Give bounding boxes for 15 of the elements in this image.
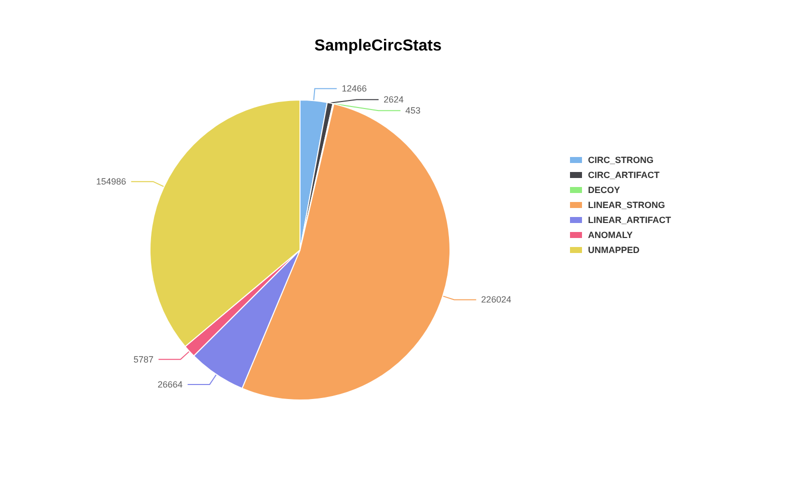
data-label: 12466 [342, 84, 367, 94]
legend-label: UNMAPPED [588, 245, 640, 255]
legend-label: LINEAR_ARTIFACT [588, 215, 672, 225]
chart-title: SampleCircStats [314, 38, 442, 54]
data-label: 226024 [481, 294, 512, 305]
data-label: 154986 [96, 176, 126, 187]
legend-label: ANOMALY [588, 230, 633, 240]
data-label: 26664 [158, 379, 183, 390]
legend-label: CIRC_STRONG [588, 155, 654, 165]
data-label: 2624 [384, 94, 404, 105]
legend-label: LINEAR_STRONG [588, 200, 666, 210]
legend-label: DECOY [588, 185, 620, 195]
legend-label: CIRC_ARTIFACT [588, 170, 660, 180]
data-label: 5787 [134, 354, 154, 364]
data-label: 453 [405, 106, 420, 116]
